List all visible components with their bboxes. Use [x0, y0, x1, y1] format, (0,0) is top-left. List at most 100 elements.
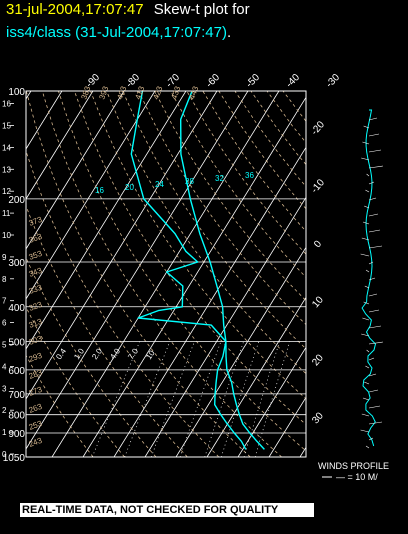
wind-barb [365, 269, 370, 273]
dry-adiabat-label: 353 [28, 249, 44, 262]
dry-adiabat-line [26, 91, 251, 457]
pressure-tick-label: 200 [8, 195, 25, 206]
wind-barb [366, 349, 370, 353]
wind-barb [361, 157, 370, 161]
quality-banner: REAL-TIME DATA, NOT CHECKED FOR QUALITY [20, 503, 314, 517]
wind-barb [368, 197, 377, 201]
height-tick-label: 6 [2, 319, 7, 328]
isotherm-line [26, 91, 249, 450]
isotherm-line [26, 91, 218, 400]
height-tick-label: 16 [2, 100, 11, 109]
isotherm-line [26, 91, 125, 250]
mixing-ratio-label: 20 [125, 183, 134, 192]
wind-barb [368, 421, 383, 425]
wind-barb [364, 205, 370, 209]
height-tick-label: 15 [2, 122, 11, 131]
mixing-ratio-label: 2.0 [90, 346, 104, 361]
isotherm-right-label: 30 [310, 410, 326, 426]
wind-barb [362, 317, 370, 321]
isotherm-right-label: 20 [310, 352, 326, 368]
isotherm-line [26, 91, 187, 350]
height-tick-label: 7 [2, 297, 7, 306]
title-period: . [226, 24, 232, 41]
dry-adiabat-label: 383 [79, 85, 92, 101]
wind-barb [362, 141, 370, 145]
isotherm-line [175, 246, 306, 457]
wind-barb [363, 125, 370, 129]
wind-barb [365, 365, 370, 369]
wind-barb [361, 413, 370, 417]
isotherm-right-label: 10 [310, 294, 326, 310]
dry-adiabat-label: 323 [28, 300, 44, 313]
isotherm-line [113, 146, 306, 457]
wind-barb [360, 429, 370, 433]
wind-profile-trace [361, 109, 377, 447]
wind-barb [368, 261, 374, 265]
dry-adiabat-label: 423 [151, 85, 164, 101]
isotherm-right-label: -10 [309, 177, 327, 195]
wind-barb [368, 133, 380, 137]
wind-barb [361, 237, 370, 241]
isotherm-line [82, 96, 306, 457]
height-tick-label: 12 [2, 187, 11, 196]
height-tick-label: 0 [2, 450, 7, 459]
mixing-ratio-label: 0.4 [54, 346, 68, 361]
dry-adiabat-line [58, 91, 306, 452]
height-tick-label: 8 [2, 275, 7, 284]
dry-adiabat-label: 393 [97, 85, 110, 101]
wind-barb [361, 333, 370, 337]
title-text: Skew-t plot for [153, 1, 250, 18]
isotherm-line [237, 346, 306, 457]
wind-barb [365, 189, 370, 193]
dry-adiabat-line [26, 149, 220, 457]
wind-barb [362, 221, 370, 225]
wind-barb [368, 341, 384, 345]
dry-adiabat-line [170, 91, 306, 278]
wind-barb [368, 373, 377, 377]
wind-barb [368, 245, 383, 249]
pressure-tick-label: 400 [8, 303, 25, 314]
dry-adiabat-line [202, 91, 306, 232]
wind-barb [368, 181, 375, 185]
title-date: 31-jul-2004,17:07:47 [6, 1, 144, 18]
mixing-ratio-line [150, 341, 195, 457]
wind-barb [368, 293, 378, 297]
pressure-tick-label: 800 [8, 411, 25, 422]
isotherm-top-label: -60 [204, 72, 222, 90]
dry-adiabat-label: 373 [28, 215, 44, 228]
dry-adiabat-line [106, 91, 306, 375]
dry-adiabat-label: 293 [28, 351, 44, 364]
pressure-tick-label: 300 [8, 258, 25, 269]
dry-adiabat-line [41, 91, 282, 457]
dry-adiabat-line [186, 91, 306, 255]
winds-profile-label: WINDS PROFILE [318, 461, 390, 471]
pressure-tick-label: 500 [8, 338, 25, 349]
wind-barb [368, 117, 378, 121]
dry-adiabat-line [282, 91, 306, 122]
isotherm-line [144, 196, 306, 457]
wind-barb [368, 149, 382, 153]
wind-barb [363, 301, 370, 305]
dry-adiabat-line [26, 204, 188, 457]
height-tick-label: 11 [2, 209, 11, 218]
wind-barb [368, 357, 375, 361]
dry-adiabat-line [218, 91, 306, 210]
wind-barb [364, 285, 370, 289]
height-tick-label: 14 [2, 143, 11, 152]
height-tick-label: 2 [2, 406, 7, 415]
isotherm-top-label: -30 [324, 72, 342, 90]
mixing-ratio-line [91, 341, 141, 457]
dry-adiabat-label: 303 [28, 334, 44, 347]
pressure-tick-label: 100 [8, 87, 25, 98]
wind-barb [366, 173, 370, 177]
isotherm-line [331, 91, 408, 457]
wind-barb [368, 325, 382, 329]
wind-barb [368, 165, 384, 169]
wind-barb [368, 277, 376, 281]
mixing-ratio-label: 36 [245, 171, 254, 180]
dry-adiabat-label: 243 [28, 436, 44, 449]
mixing-ratio-label: 28 [185, 177, 194, 186]
winds-scale-label: — = 10 M/ [336, 472, 378, 482]
dry-adiabat-label: 273 [28, 385, 44, 398]
